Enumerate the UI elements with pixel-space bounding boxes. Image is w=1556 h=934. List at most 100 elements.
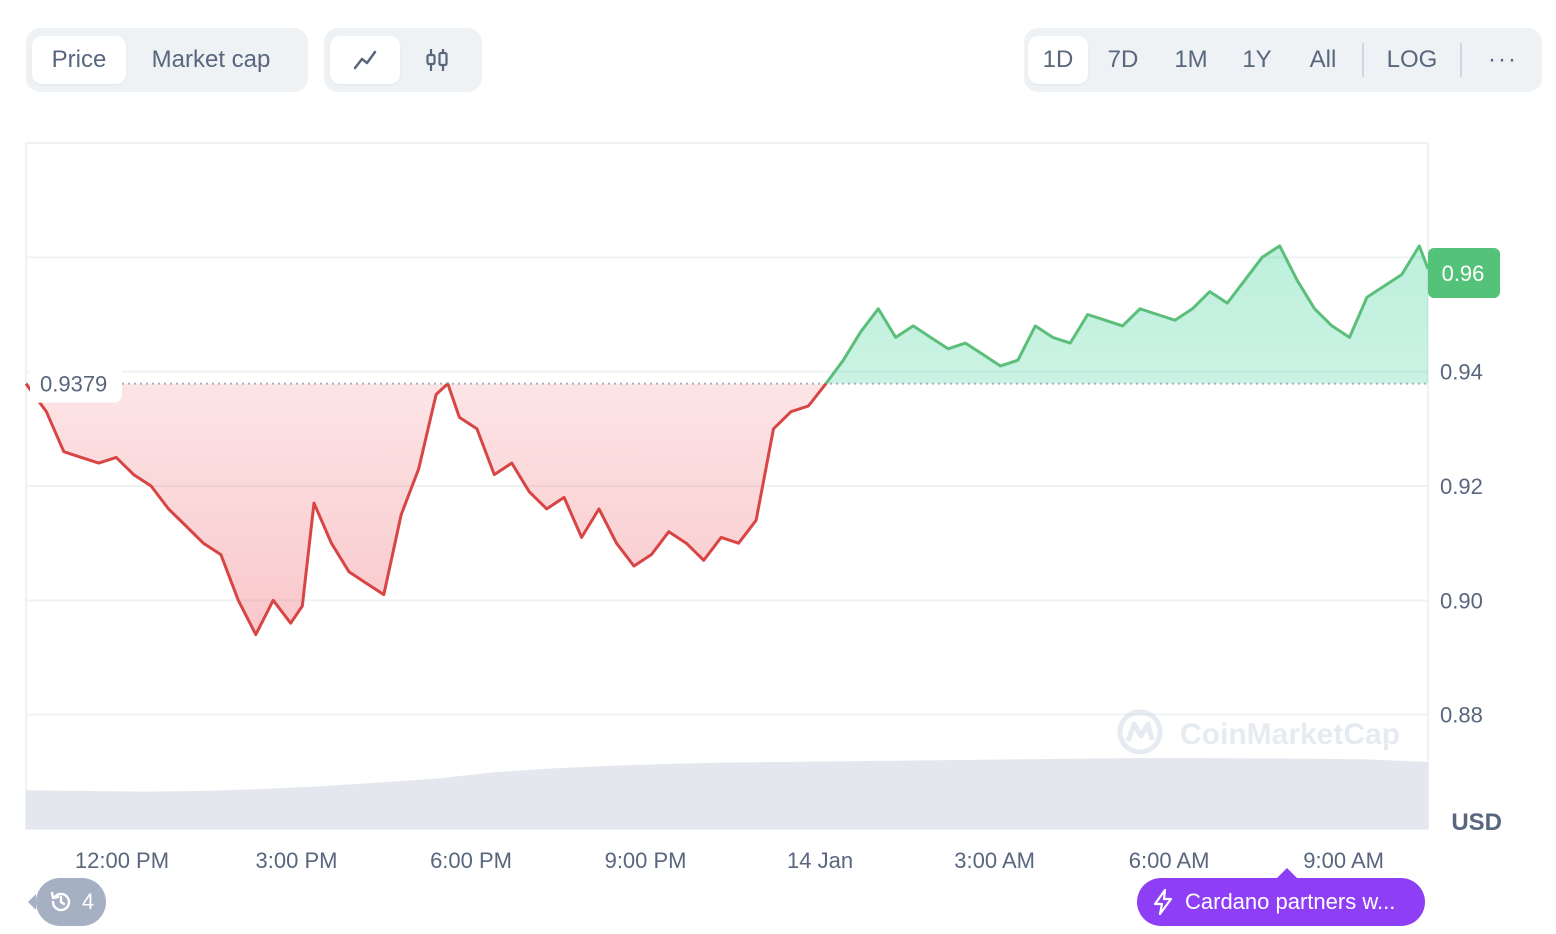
volume-bar: [446, 777, 452, 829]
volume-bar: [96, 791, 102, 829]
tab-market-cap[interactable]: Market cap: [151, 46, 271, 73]
volume-bar: [571, 767, 578, 829]
volume-bar: [411, 780, 417, 829]
volume-bar: [41, 790, 47, 829]
volume-bar: [787, 761, 793, 829]
x-tick-label: 6:00 AM: [1129, 848, 1210, 873]
volume-bar: [296, 787, 302, 829]
volume-bar: [1192, 758, 1198, 829]
history-icon: [50, 891, 71, 912]
volume-bar: [1122, 758, 1128, 829]
volume-bar: [481, 773, 487, 829]
volume-bar: [767, 762, 773, 829]
volume-bar: [867, 760, 873, 829]
volume-bar: [977, 759, 983, 829]
volume-bar: [606, 765, 613, 829]
volume-bar: [306, 786, 312, 829]
volume-bar: [1022, 759, 1028, 829]
volume-bar: [321, 786, 327, 829]
volume-bar: [1232, 758, 1239, 829]
range-7d-button[interactable]: 7D: [1107, 46, 1139, 73]
volume-bar: [1087, 758, 1093, 829]
volume-bar: [176, 791, 182, 829]
volume-bar: [842, 761, 848, 829]
volume-bar: [1412, 761, 1419, 829]
volume-bar: [66, 790, 72, 829]
volume-bar: [491, 772, 497, 829]
volume-bar: [777, 761, 783, 829]
volume-bar: [486, 772, 492, 829]
volume-bar: [436, 778, 442, 829]
volume-bar: [716, 762, 723, 829]
volume-bar: [126, 791, 132, 829]
volume-bar: [1062, 758, 1068, 829]
volume-bar: [807, 761, 813, 829]
volume-bar: [1212, 758, 1218, 829]
volume-bar: [912, 760, 918, 829]
volume-bar: [947, 760, 953, 829]
volume-bar: [421, 779, 427, 829]
volume-bar: [441, 777, 447, 829]
volume-bar: [952, 760, 958, 829]
volume-bar: [1032, 759, 1038, 829]
range-1m-button[interactable]: 1M: [1174, 46, 1208, 73]
coinmarketcap-logo-icon: [1117, 709, 1163, 755]
more-options-button[interactable]: ···: [1488, 46, 1518, 73]
range-all-button[interactable]: All: [1309, 46, 1337, 73]
volume-bar: [546, 768, 553, 829]
volume-bar: [1147, 758, 1153, 829]
volume-bar: [236, 789, 242, 829]
volume-bar: [261, 788, 267, 829]
volume-bar: [1237, 758, 1244, 829]
volume-bar: [301, 787, 307, 829]
volume-bar: [1252, 758, 1259, 829]
range-1y-button[interactable]: 1Y: [1242, 46, 1272, 73]
volume-bar: [1217, 758, 1224, 829]
volume-bar: [1017, 759, 1023, 829]
volume-bar: [281, 788, 287, 829]
volume-bar: [727, 762, 733, 829]
volume-bar: [892, 760, 898, 829]
volume-bar: [1397, 760, 1404, 829]
volume-bar: [271, 788, 277, 829]
volume-bar: [61, 790, 67, 829]
volume-bar: [456, 776, 462, 829]
line-chart-button[interactable]: [330, 36, 400, 84]
volume-bar: [511, 770, 517, 829]
y-tick-label: 0.90: [1440, 588, 1483, 613]
history-pill[interactable]: 4: [28, 878, 106, 926]
log-scale-button[interactable]: LOG: [1386, 46, 1438, 73]
volume-bar: [1262, 758, 1269, 829]
volume-bar: [1297, 758, 1304, 829]
volume-bar: [621, 765, 628, 829]
volume-bar: [81, 790, 87, 829]
volume-bar: [86, 790, 92, 829]
y-tick-label: 0.88: [1440, 703, 1483, 728]
y-tick-label: 0.94: [1440, 360, 1483, 385]
volume-bar: [732, 762, 738, 829]
volume-bar: [1142, 758, 1148, 829]
volume-bar: [631, 764, 638, 829]
news-pill[interactable]: Cardano partners w...: [1137, 868, 1425, 926]
volume-bar: [927, 760, 933, 829]
tab-price[interactable]: Price: [32, 36, 126, 84]
volume-bar: [466, 775, 472, 829]
volume-bar: [1422, 761, 1429, 829]
volume-bar: [646, 764, 653, 829]
volume-bar: [406, 780, 412, 829]
volume-bar: [897, 760, 903, 829]
volume-bar: [1247, 758, 1254, 829]
candlestick-button[interactable]: [400, 36, 474, 84]
volume-bar: [1072, 758, 1078, 829]
price-line-up: [26, 244, 1430, 384]
range-1d-button[interactable]: 1D: [1028, 36, 1088, 84]
volume-bar: [386, 781, 392, 829]
volume-bar: [366, 783, 372, 829]
volume-bar: [346, 784, 352, 829]
volume-bar: [1077, 758, 1083, 829]
volume-bar: [131, 791, 137, 829]
volume-bar: [1167, 758, 1173, 829]
volume-bar: [651, 764, 658, 829]
volume-bar: [747, 762, 753, 829]
